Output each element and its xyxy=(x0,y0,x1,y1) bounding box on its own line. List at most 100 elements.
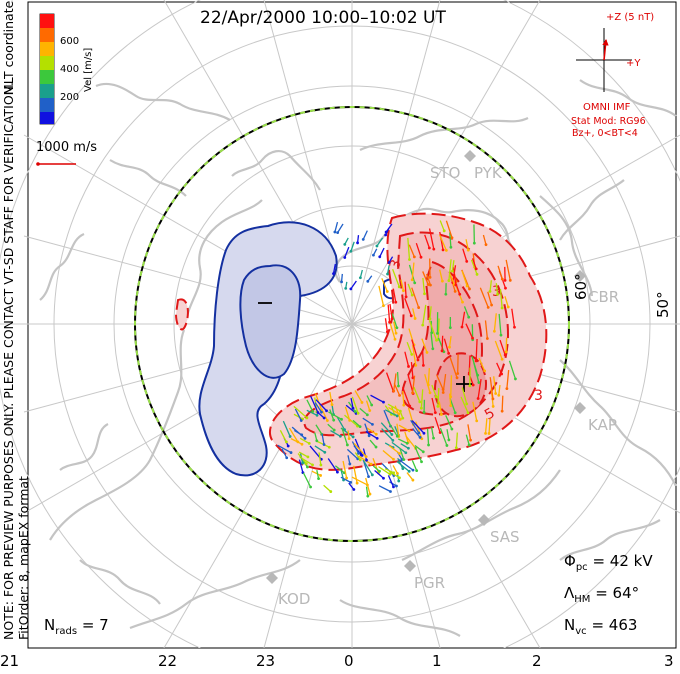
velocity-vector xyxy=(297,453,307,465)
vector-origin xyxy=(392,485,395,489)
velocity-vector xyxy=(472,401,478,421)
vector-origin xyxy=(491,405,495,408)
radar-count: Nrads = 7 xyxy=(44,616,109,637)
phi-subscript: pc xyxy=(575,562,588,573)
vector-origin xyxy=(418,435,422,439)
velocity-vector xyxy=(387,304,391,323)
vector-origin xyxy=(319,474,322,477)
velocity-vector xyxy=(498,384,501,396)
velocity-vector xyxy=(398,458,414,471)
velocity-vector xyxy=(455,432,459,448)
velocity-vector xyxy=(380,422,393,435)
vector-origin xyxy=(407,446,410,450)
vector-origin xyxy=(465,402,469,406)
vector-origin xyxy=(394,300,398,304)
vector-origin xyxy=(358,458,362,462)
velocity-vector xyxy=(290,438,303,445)
vector-origin xyxy=(471,383,475,387)
vector-origin xyxy=(468,384,472,388)
velocity-vector xyxy=(350,241,355,252)
velocity-vector xyxy=(366,395,373,406)
velocity-vector xyxy=(354,390,363,403)
velocity-vector xyxy=(431,397,436,413)
vector-origin xyxy=(504,286,507,290)
vector-origin xyxy=(372,253,375,257)
vector-origin xyxy=(421,364,425,367)
vector-origin xyxy=(447,438,451,442)
vector-origin xyxy=(393,337,397,341)
vector-origin xyxy=(367,434,371,438)
colorbar-label: Vel [m/s] xyxy=(83,47,94,92)
vector-origin xyxy=(411,468,415,472)
vector-origin xyxy=(382,476,385,480)
vector-origin xyxy=(378,469,381,473)
velocity-scale-label: 1000 m/s xyxy=(36,140,98,155)
velocity-vector xyxy=(351,476,368,486)
velocity-vector xyxy=(407,283,413,296)
vector-origin xyxy=(487,432,491,435)
velocity-vector xyxy=(293,429,303,436)
mlt-tick-1: 1 xyxy=(432,652,442,670)
velocity-vector xyxy=(428,228,435,250)
coordinates-label: MLT coordinates xyxy=(1,0,16,95)
velocity-vector xyxy=(452,267,457,286)
vector-origin xyxy=(405,441,409,445)
vector-origin xyxy=(392,457,395,461)
vector-origin xyxy=(385,290,389,293)
vector-origin xyxy=(414,363,418,367)
vector-origin xyxy=(349,480,353,484)
station-cbr: CBR xyxy=(588,288,620,306)
velocity-vector xyxy=(499,339,506,356)
velocity-vector xyxy=(381,278,388,292)
vector-origin xyxy=(465,259,469,263)
velocity-vector xyxy=(479,287,489,308)
vector-origin xyxy=(423,292,426,296)
velocity-vector xyxy=(446,429,450,441)
velocity-vector xyxy=(329,391,333,405)
velocity-vector xyxy=(398,424,410,432)
velocity-vector xyxy=(449,356,458,379)
vector-origin xyxy=(390,433,394,436)
colorbar-tick-600: 600 xyxy=(60,36,80,47)
velocity-vector xyxy=(497,265,503,280)
velocity-vector xyxy=(410,361,414,378)
vector-origin xyxy=(454,283,458,287)
velocity-vector xyxy=(411,420,425,434)
velocity-vector xyxy=(344,246,350,258)
velocity-vector xyxy=(311,470,321,477)
vector-origin xyxy=(398,476,401,480)
vector-origin xyxy=(484,243,488,247)
vector-origin xyxy=(306,465,309,469)
vector-origin xyxy=(316,411,320,414)
vector-origin xyxy=(416,358,420,362)
cross-polar-potential: Φpc = 42 kV xyxy=(564,552,653,573)
vector-origin xyxy=(450,427,454,431)
vector-origin xyxy=(500,409,504,413)
vector-origin xyxy=(340,417,343,421)
vector-origin xyxy=(469,438,472,442)
preview-note: NOTE: FOR PREVIEW PURPOSES ONLY. PLEASE … xyxy=(1,82,31,640)
vector-origin xyxy=(348,418,352,422)
velocity-vector xyxy=(392,268,400,288)
vector-origin xyxy=(395,484,398,488)
vector-origin xyxy=(323,450,327,454)
velocity-vector xyxy=(365,400,371,411)
vector-origin xyxy=(441,391,445,394)
vector-origin xyxy=(352,488,356,491)
vector-origin xyxy=(332,272,335,275)
velocity-vector xyxy=(465,434,470,446)
imf-y-label: +Y xyxy=(626,58,641,69)
velocity-vector xyxy=(340,476,351,483)
vector-origin xyxy=(304,462,308,466)
vector-origin xyxy=(421,323,425,327)
velocity-vector xyxy=(385,372,394,392)
velocity-vector xyxy=(420,389,424,409)
vector-origin xyxy=(435,331,439,335)
station-kod: KOD xyxy=(278,590,311,608)
velocity-vector xyxy=(404,351,410,367)
velocity-vector xyxy=(350,397,354,409)
vector-origin xyxy=(467,315,471,319)
vector-origin xyxy=(430,331,434,335)
vector-origin xyxy=(366,494,370,498)
vector-origin xyxy=(351,406,355,410)
